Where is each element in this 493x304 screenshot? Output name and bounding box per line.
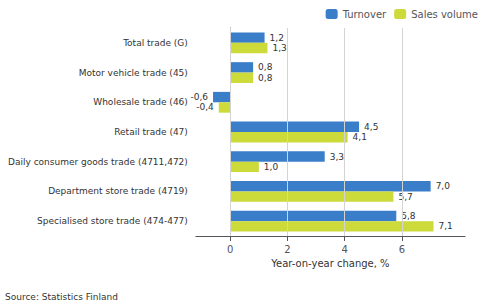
svg-text:4,5: 4,5 [364,122,378,132]
svg-text:1,0: 1,0 [264,162,279,172]
svg-text:1,2: 1,2 [270,33,284,43]
svg-text:-0,6: -0,6 [190,92,208,102]
svg-text:0: 0 [227,244,233,255]
svg-text:Source: Statistics Finland: Source: Statistics Finland [5,292,118,302]
svg-text:1,3: 1,3 [272,43,286,53]
svg-text:Total trade (G): Total trade (G) [122,38,188,48]
svg-text:7,0: 7,0 [436,181,451,191]
svg-text:3,3: 3,3 [330,152,344,162]
svg-text:Year-on-year change, %: Year-on-year change, % [270,258,389,269]
svg-text:Wholesale trade (46): Wholesale trade (46) [93,97,188,107]
svg-text:2: 2 [284,244,290,255]
svg-text:Turnover: Turnover [342,9,387,20]
svg-text:-0,4: -0,4 [196,102,214,112]
svg-text:7,1: 7,1 [439,221,453,231]
svg-text:Daily consumer goods trade (47: Daily consumer goods trade (4711,472) [8,157,188,167]
svg-text:0,8: 0,8 [258,62,273,72]
svg-text:0,8: 0,8 [258,73,273,83]
svg-text:Sales volume: Sales volume [411,9,478,20]
svg-text:Specialised store trade (474-4: Specialised store trade (474-477) [37,216,188,226]
svg-text:6: 6 [399,244,405,255]
svg-text:Motor vehicle trade (45): Motor vehicle trade (45) [79,68,188,78]
svg-text:Retail trade (47): Retail trade (47) [114,127,188,137]
svg-text:Department store trade (4719): Department store trade (4719) [48,186,188,196]
svg-text:5,7: 5,7 [398,192,412,202]
svg-text:4,1: 4,1 [353,132,367,142]
svg-text:4: 4 [342,244,348,255]
svg-text:5,8: 5,8 [401,211,416,221]
